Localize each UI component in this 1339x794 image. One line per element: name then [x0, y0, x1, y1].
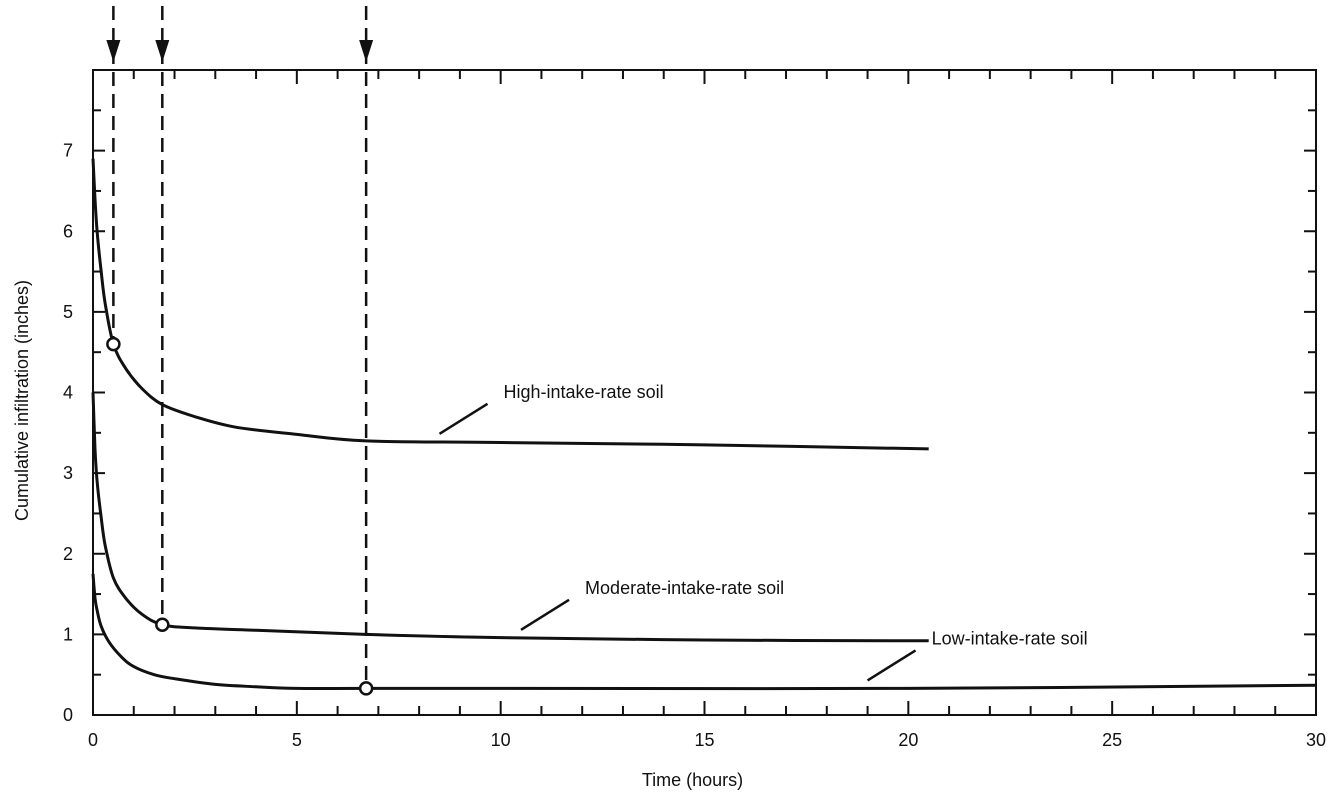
marked-points	[106, 336, 374, 696]
series-label: Low-intake-rate soil	[932, 628, 1088, 648]
x-tick-label: 20	[898, 730, 918, 750]
arrow-down-icon	[359, 40, 374, 62]
x-axis-title: Time (hours)	[642, 770, 743, 790]
series-annotations: High-intake-rate soil Moderate-intake-rat…	[438, 382, 1088, 682]
series-label: High-intake-rate soil	[504, 382, 664, 402]
y-tick-label: 4	[63, 383, 73, 403]
y-tick-label: 7	[63, 141, 73, 161]
x-tick-label: 0	[88, 730, 98, 750]
plot-frame	[92, 69, 1317, 716]
annotation-leader-line	[520, 598, 570, 631]
marked-point	[358, 681, 374, 696]
low-intake-curve	[91, 573, 1317, 691]
annotation-leader-line	[438, 402, 489, 435]
arrow-down-icon	[106, 40, 121, 62]
moderate-intake-curve	[91, 392, 929, 643]
y-tick-label: 1	[63, 624, 73, 644]
marked-point	[106, 336, 121, 352]
x-tick-label: 5	[292, 730, 302, 750]
y-tick-label: 3	[63, 463, 73, 483]
x-tick-label: 30	[1306, 730, 1326, 750]
y-axis-title: Cumulative infiltration (inches)	[12, 280, 32, 521]
series-lines	[91, 158, 1317, 691]
dashed-reference-lines	[106, 6, 374, 689]
y-tick-label: 5	[63, 302, 73, 322]
series-label: Moderate-intake-rate soil	[585, 578, 784, 598]
arrow-down-icon	[155, 40, 170, 62]
y-tick-label: 0	[63, 705, 73, 725]
x-tick-label: 10	[491, 730, 511, 750]
axes: 0 5 10 15 20 25 30 0 1 2 3 4 5 6 7	[63, 69, 1326, 750]
x-tick-label: 25	[1102, 730, 1122, 750]
annotation-leader-line	[866, 649, 917, 682]
y-tick-label: 6	[63, 221, 73, 241]
axis-titles: Time (hours) Cumulative infiltration (in…	[12, 280, 743, 790]
marked-point	[155, 617, 170, 632]
y-tick-label: 2	[63, 544, 73, 564]
high-intake-curve	[91, 158, 929, 451]
x-tick-label: 15	[694, 730, 714, 750]
